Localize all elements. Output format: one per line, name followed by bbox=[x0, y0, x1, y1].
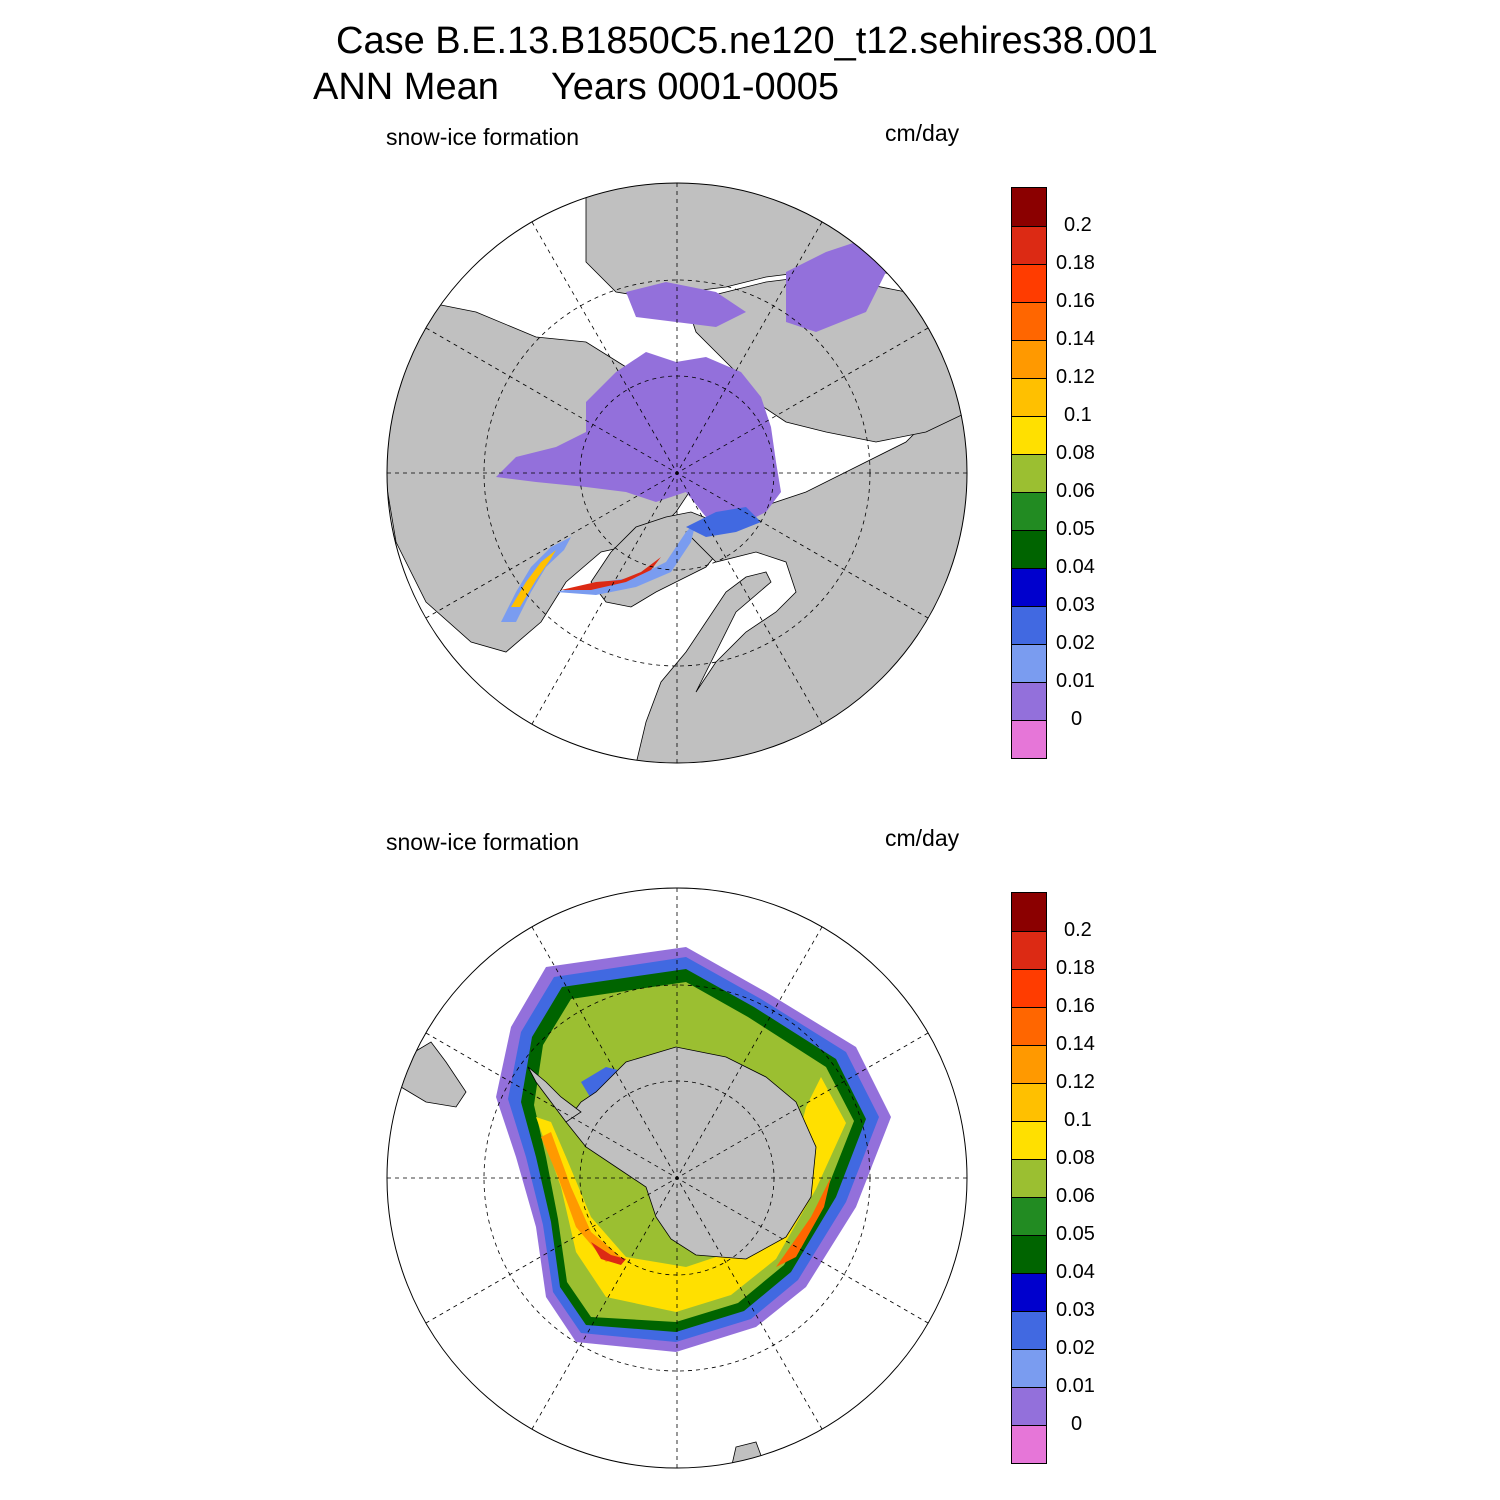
colorbar-tick-label: 0.02 bbox=[1056, 1337, 1095, 1359]
panel-north-variable-label: snow-ice formation bbox=[386, 124, 580, 150]
colorbar-tick-label: 0.04 bbox=[1056, 556, 1095, 578]
colorbar-tick-label: 0 bbox=[1071, 1413, 1083, 1435]
north-colorbar bbox=[1011, 187, 1047, 759]
colorbar-swatch bbox=[1012, 682, 1046, 720]
colorbar-swatch bbox=[1012, 1273, 1046, 1311]
colorbar-swatch bbox=[1012, 606, 1046, 644]
colorbar-tick-label: 0.06 bbox=[1056, 1185, 1095, 1207]
north-sea-ice-bering bbox=[626, 282, 746, 327]
colorbar-swatch bbox=[1012, 454, 1046, 492]
colorbar-tick-label: 0.12 bbox=[1056, 366, 1095, 388]
north-sea-ice-okhotsk bbox=[786, 242, 886, 332]
colorbar-swatch bbox=[1012, 1349, 1046, 1387]
south-land-antarctica bbox=[565, 1046, 817, 1260]
south-land-south-america bbox=[400, 1041, 467, 1108]
panel-south-units-label: cm/day bbox=[885, 825, 960, 851]
colorbar-swatch bbox=[1012, 1387, 1046, 1425]
colorbar-tick-label: 0.08 bbox=[1056, 1147, 1095, 1169]
colorbar-swatch bbox=[1012, 1197, 1046, 1235]
colorbar-tick-label: 0.18 bbox=[1056, 957, 1095, 979]
colorbar-tick-label: 0.05 bbox=[1056, 518, 1095, 540]
north-sea-ice-arctic bbox=[496, 352, 781, 527]
colorbar-swatch bbox=[1012, 893, 1046, 931]
colorbar-tick-label: 0.14 bbox=[1056, 1033, 1095, 1055]
colorbar-swatch bbox=[1012, 340, 1046, 378]
colorbar-tick-label: 0.2 bbox=[1064, 919, 1092, 941]
colorbar-swatch bbox=[1012, 1121, 1046, 1159]
colorbar-swatch bbox=[1012, 416, 1046, 454]
south-polar-map bbox=[386, 887, 968, 1469]
colorbar-swatch bbox=[1012, 378, 1046, 416]
colorbar-tick-label: 0.03 bbox=[1056, 594, 1095, 616]
colorbar-tick-label: 0.08 bbox=[1056, 442, 1095, 464]
colorbar-swatch bbox=[1012, 1083, 1046, 1121]
colorbar-swatch bbox=[1012, 264, 1046, 302]
colorbar-swatch bbox=[1012, 720, 1046, 758]
colorbar-tick-label: 0 bbox=[1071, 708, 1083, 730]
colorbar-tick-label: 0.02 bbox=[1056, 632, 1095, 654]
north-polar-map bbox=[386, 182, 968, 764]
colorbar-tick-label: 0.16 bbox=[1056, 290, 1095, 312]
colorbar-swatch bbox=[1012, 188, 1046, 226]
colorbar-swatch bbox=[1012, 1311, 1046, 1349]
panel-south-variable-label: snow-ice formation bbox=[386, 829, 580, 855]
figure-subtitle: ANN Mean Years 0001-0005 bbox=[313, 66, 840, 108]
colorbar-tick-label: 0.1 bbox=[1064, 1109, 1092, 1131]
colorbar-tick-label: 0.03 bbox=[1056, 1299, 1095, 1321]
colorbar-tick-label: 0.12 bbox=[1056, 1071, 1095, 1093]
colorbar-tick-label: 0.16 bbox=[1056, 995, 1095, 1017]
south-colorbar bbox=[1011, 892, 1047, 1464]
colorbar-tick-label: 0.01 bbox=[1056, 670, 1095, 692]
north-ice-edge-labrador-core bbox=[511, 550, 556, 607]
colorbar-tick-label: 0.05 bbox=[1056, 1223, 1095, 1245]
colorbar-tick-label: 0.1 bbox=[1064, 404, 1092, 426]
colorbar-tick-label: 0.2 bbox=[1064, 214, 1092, 236]
colorbar-swatch bbox=[1012, 969, 1046, 1007]
south-sea-ice-orange-west bbox=[541, 1132, 621, 1262]
south-land-antarctic-peninsula bbox=[527, 1066, 582, 1123]
colorbar-tick-label: 0.04 bbox=[1056, 1261, 1095, 1283]
colorbar-swatch bbox=[1012, 644, 1046, 682]
colorbar-swatch bbox=[1012, 1045, 1046, 1083]
figure-title: Case B.E.13.B1850C5.ne120_t12.sehires38.… bbox=[336, 20, 1158, 62]
colorbar-swatch bbox=[1012, 1425, 1046, 1463]
colorbar-swatch bbox=[1012, 226, 1046, 264]
colorbar-swatch bbox=[1012, 1159, 1046, 1197]
south-sea-ice-red-west bbox=[591, 1242, 626, 1265]
colorbar-swatch bbox=[1012, 931, 1046, 969]
south-graticule bbox=[387, 888, 967, 1468]
north-ice-edge-greenland-core bbox=[561, 557, 661, 590]
colorbar-tick-label: 0.18 bbox=[1056, 252, 1095, 274]
colorbar-swatch bbox=[1012, 530, 1046, 568]
north-graticule bbox=[387, 183, 967, 763]
colorbar-swatch bbox=[1012, 1235, 1046, 1273]
colorbar-tick-label: 0.06 bbox=[1056, 480, 1095, 502]
colorbar-tick-label: 0.14 bbox=[1056, 328, 1095, 350]
north-ice-edge-barents bbox=[686, 507, 761, 537]
colorbar-swatch bbox=[1012, 492, 1046, 530]
colorbar-tick-label: 0.01 bbox=[1056, 1375, 1095, 1397]
colorbar-swatch bbox=[1012, 568, 1046, 606]
colorbar-swatch bbox=[1012, 1007, 1046, 1045]
panel-north-units-label: cm/day bbox=[885, 120, 960, 146]
colorbar-swatch bbox=[1012, 302, 1046, 340]
